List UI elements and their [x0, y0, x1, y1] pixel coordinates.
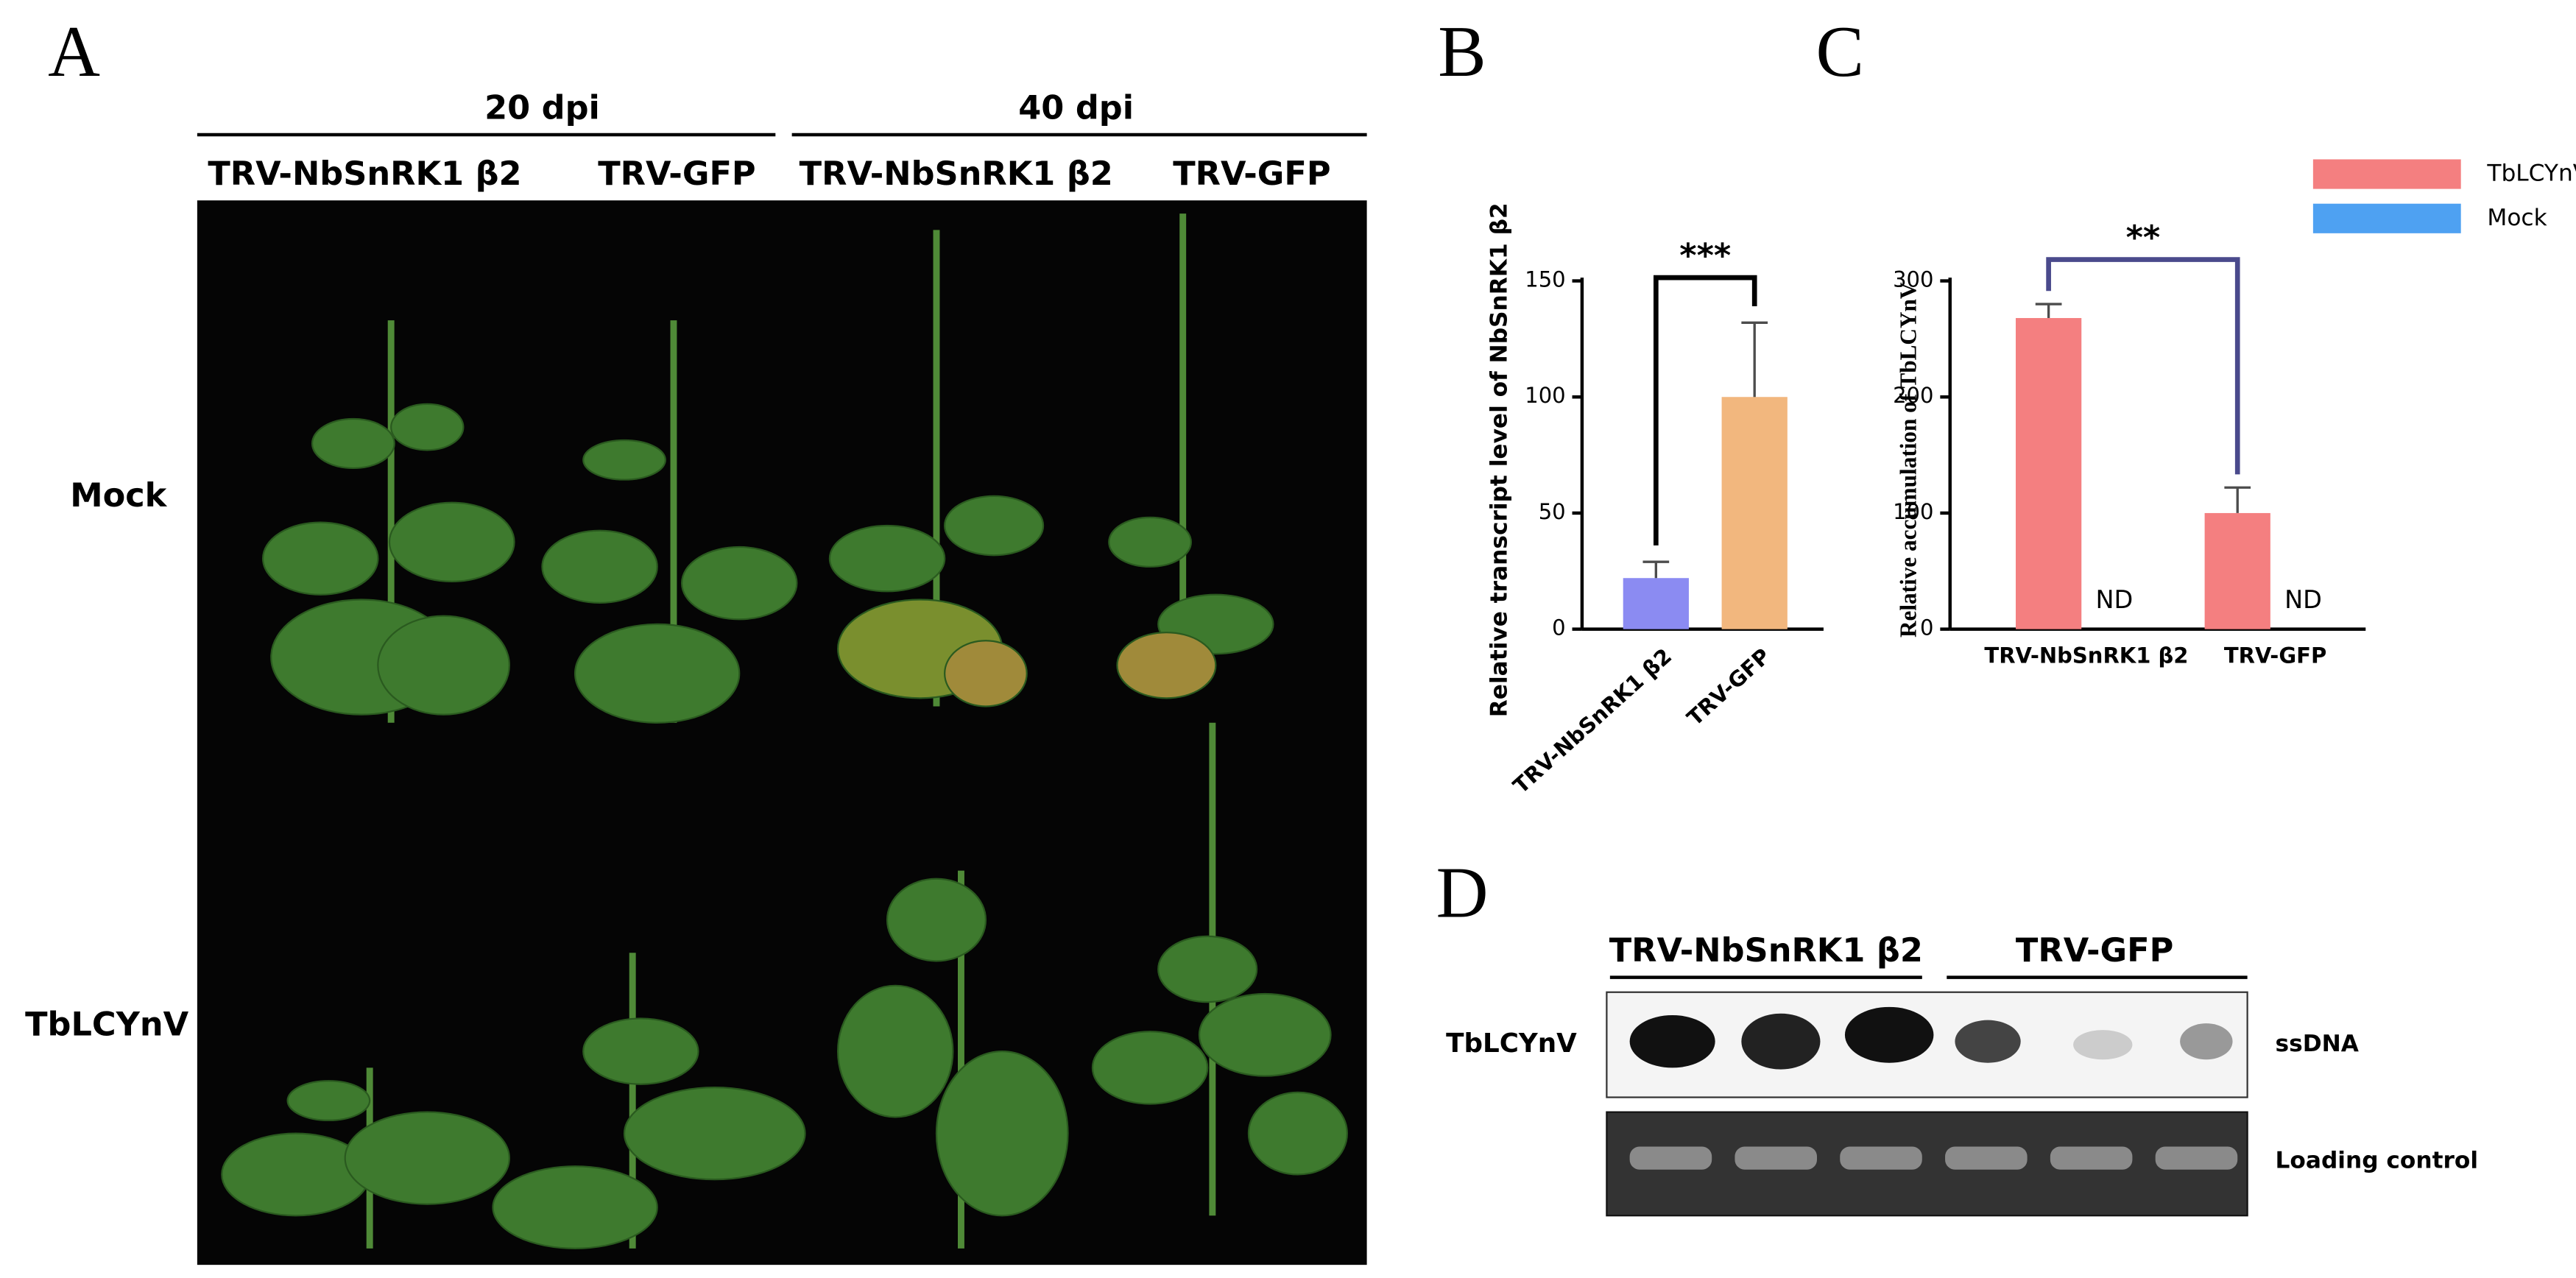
y-axis-label: Relative transcript level of NbSnRK1 β2	[1486, 202, 1512, 717]
blot	[1606, 991, 2248, 1217]
column-label: TRV-NbSnRK1 β2	[800, 155, 1113, 193]
y-axis-label: Relative accumulation of TbLCYnV	[1895, 282, 1921, 638]
significance-bracket	[2046, 257, 2240, 475]
panel-letter: C	[1815, 13, 1863, 92]
time-point: 40 dpi	[1018, 89, 1134, 127]
row-label: Mock	[70, 476, 167, 515]
significance-label: **	[2126, 219, 2161, 257]
significance-label: ***	[1679, 236, 1731, 275]
bar	[2204, 512, 2270, 629]
plant-photo	[197, 200, 1367, 1265]
bar	[1623, 578, 1689, 629]
legend-label: TbLCYnV	[2486, 160, 2576, 187]
column-label: TRV-GFP	[1173, 155, 1330, 193]
legend-swatch	[2312, 203, 2461, 233]
row-label: TbLCYnV	[1446, 1028, 1577, 1059]
y-tick-label: 0	[1552, 615, 1565, 640]
blot-label: ssDNA	[2276, 1031, 2360, 1057]
group-label: TRV-NbSnRK1 β2	[1609, 931, 1923, 970]
y-tick-label: 200	[1893, 383, 1933, 408]
x-tick-label: TRV-NbSnRK1 β2	[1984, 643, 2188, 668]
blot-label: Loading control	[2276, 1148, 2479, 1174]
y-tick-label: 150	[1525, 267, 1565, 292]
row-label: TbLCYnV	[25, 1006, 189, 1044]
x-tick-label: TRV-GFP	[1682, 643, 1775, 731]
legend-label: Mock	[2487, 205, 2547, 231]
panel-letter: B	[1438, 13, 1486, 92]
panel-letter: D	[1436, 853, 1489, 933]
error-bar	[1642, 560, 1670, 579]
significance-bracket	[1653, 275, 1757, 546]
value-label: ND	[2284, 585, 2322, 614]
bar	[2015, 318, 2082, 629]
value-label: ND	[2095, 585, 2133, 614]
y-tick-label: 100	[1893, 499, 1933, 524]
bar	[1721, 397, 1788, 629]
x-tick-label: TRV-GFP	[2224, 643, 2326, 668]
panel-letter: A	[48, 13, 100, 92]
y-tick-label: 50	[1539, 499, 1566, 524]
error-bar	[2224, 486, 2251, 513]
legend-swatch	[2312, 159, 2461, 189]
y-tick-label: 0	[1920, 615, 1933, 640]
x-tick-label: TRV-NbSnRK1 β2	[1508, 643, 1677, 799]
error-bar	[1741, 321, 1768, 398]
column-label: TRV-NbSnRK1 β2	[208, 155, 521, 193]
y-tick-label: 100	[1525, 383, 1565, 408]
y-tick-label: 300	[1893, 267, 1933, 292]
column-label: TRV-GFP	[598, 155, 755, 193]
group-label: TRV-GFP	[2016, 931, 2173, 970]
time-point: 20 dpi	[484, 89, 600, 127]
error-bar	[2035, 303, 2062, 319]
